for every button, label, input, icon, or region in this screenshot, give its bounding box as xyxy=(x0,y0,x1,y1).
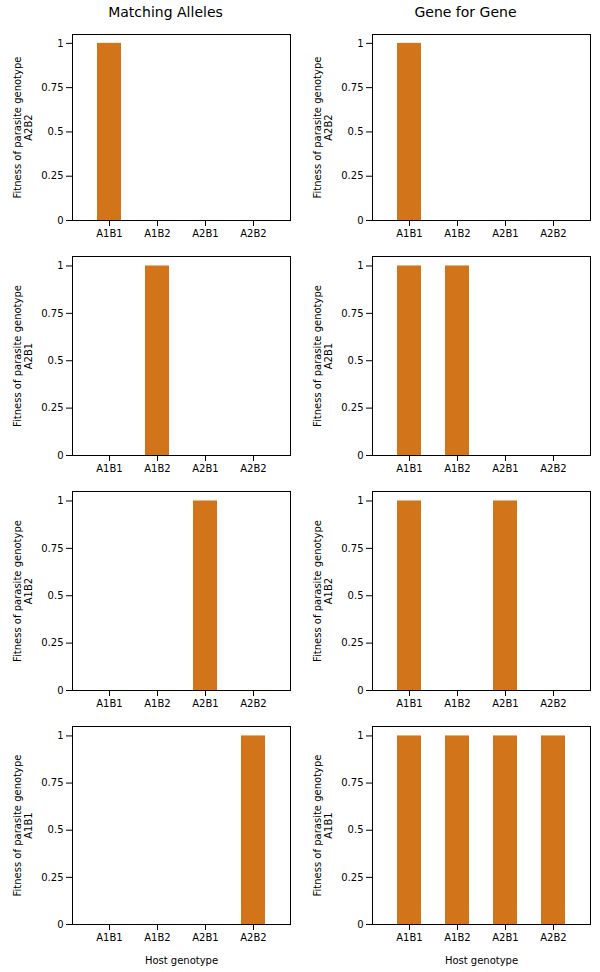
svg-text:0.25: 0.25 xyxy=(341,170,363,181)
svg-text:0: 0 xyxy=(57,215,63,226)
svg-text:Fitness of parasite genotypeA1: Fitness of parasite genotypeA1B1 xyxy=(312,755,334,897)
svg-text:Fitness of parasite genotypeA2: Fitness of parasite genotypeA2B2 xyxy=(312,57,334,199)
svg-text:1: 1 xyxy=(357,495,363,506)
svg-text:A1B1: A1B1 xyxy=(96,228,122,239)
svg-text:A1B2: A1B2 xyxy=(444,698,470,709)
svg-text:A2B1: A2B1 xyxy=(492,228,518,239)
svg-text:0: 0 xyxy=(357,450,363,461)
svg-text:A1B2: A1B2 xyxy=(444,932,470,943)
svg-text:A1B1: A1B1 xyxy=(396,698,422,709)
svg-text:A2B2: A2B2 xyxy=(240,932,266,943)
svg-text:A1B2: A1B2 xyxy=(444,228,470,239)
svg-text:Fitness of parasite genotypeA2: Fitness of parasite genotypeA2B2 xyxy=(12,57,34,199)
html-text:Matching Alleles: Matching Alleles xyxy=(108,4,223,20)
svg-text:Fitness of parasite genotypeA1: Fitness of parasite genotypeA1B2 xyxy=(312,520,334,662)
svg-text:0.75: 0.75 xyxy=(41,543,63,554)
svg-text:A2B1: A2B1 xyxy=(492,463,518,474)
svg-text:A1B1: A1B1 xyxy=(396,463,422,474)
svg-text:A2B2: A2B2 xyxy=(540,698,566,709)
svg-text:A1B2: A1B2 xyxy=(144,932,170,943)
svg-text:0.5: 0.5 xyxy=(348,355,364,366)
svg-text:A1B1: A1B1 xyxy=(96,932,122,943)
svg-text:1: 1 xyxy=(357,38,363,49)
svg-text:0: 0 xyxy=(57,919,63,930)
svg-text:A1B1: A1B1 xyxy=(396,932,422,943)
svg-text:0: 0 xyxy=(57,685,63,696)
svg-text:A2B1: A2B1 xyxy=(192,463,218,474)
svg-text:0.75: 0.75 xyxy=(341,308,363,319)
svg-text:0.75: 0.75 xyxy=(341,777,363,788)
svg-text:0.25: 0.25 xyxy=(341,402,363,413)
svg-text:0.5: 0.5 xyxy=(48,824,64,835)
svg-text:1: 1 xyxy=(57,38,63,49)
svg-text:1: 1 xyxy=(57,730,63,741)
svg-text:0.75: 0.75 xyxy=(341,543,363,554)
svg-text:0.5: 0.5 xyxy=(348,590,364,601)
svg-text:0.75: 0.75 xyxy=(341,82,363,93)
svg-text:A1B2: A1B2 xyxy=(144,228,170,239)
svg-text:0: 0 xyxy=(357,919,363,930)
svg-text:A2B2: A2B2 xyxy=(240,463,266,474)
svg-text:A2B2: A2B2 xyxy=(240,228,266,239)
svg-text:0.5: 0.5 xyxy=(348,824,364,835)
svg-text:0.25: 0.25 xyxy=(41,170,63,181)
svg-text:Fitness of parasite genotypeA1: Fitness of parasite genotypeA1B2 xyxy=(12,520,34,662)
svg-text:A1B1: A1B1 xyxy=(96,463,122,474)
svg-text:A1B1: A1B1 xyxy=(96,698,122,709)
svg-text:0: 0 xyxy=(357,685,363,696)
svg-text:A2B1: A2B1 xyxy=(192,228,218,239)
svg-text:0.75: 0.75 xyxy=(41,308,63,319)
svg-text:0.75: 0.75 xyxy=(41,82,63,93)
svg-text:1: 1 xyxy=(357,260,363,271)
svg-text:A1B1: A1B1 xyxy=(396,228,422,239)
svg-text:1: 1 xyxy=(57,495,63,506)
svg-text:A2B2: A2B2 xyxy=(240,698,266,709)
svg-text:0.25: 0.25 xyxy=(41,402,63,413)
svg-text:Fitness of parasite genotypeA2: Fitness of parasite genotypeA2B1 xyxy=(312,285,334,427)
svg-text:Host genotype: Host genotype xyxy=(145,955,218,966)
svg-text:A2B2: A2B2 xyxy=(540,463,566,474)
svg-text:A2B2: A2B2 xyxy=(540,228,566,239)
svg-text:Fitness of parasite genotypeA2: Fitness of parasite genotypeA2B1 xyxy=(12,285,34,427)
svg-text:Fitness of parasite genotypeA1: Fitness of parasite genotypeA1B1 xyxy=(12,755,34,897)
svg-text:0.25: 0.25 xyxy=(341,872,363,883)
svg-text:0.5: 0.5 xyxy=(48,355,64,366)
svg-text:1: 1 xyxy=(57,260,63,271)
svg-text:A2B1: A2B1 xyxy=(492,932,518,943)
svg-text:A2B2: A2B2 xyxy=(540,932,566,943)
svg-text:0.5: 0.5 xyxy=(348,126,364,137)
svg-text:A2B1: A2B1 xyxy=(192,698,218,709)
svg-text:0.5: 0.5 xyxy=(48,126,64,137)
svg-text:0.75: 0.75 xyxy=(41,777,63,788)
svg-text:A1B2: A1B2 xyxy=(444,463,470,474)
svg-text:A1B2: A1B2 xyxy=(144,698,170,709)
svg-text:0.25: 0.25 xyxy=(341,637,363,648)
svg-text:A2B1: A2B1 xyxy=(192,932,218,943)
svg-text:0.25: 0.25 xyxy=(41,637,63,648)
svg-text:0.5: 0.5 xyxy=(48,590,64,601)
svg-text:0.25: 0.25 xyxy=(41,872,63,883)
svg-text:1: 1 xyxy=(357,730,363,741)
html-text:Gene for Gene: Gene for Gene xyxy=(414,4,517,20)
svg-text:A2B1: A2B1 xyxy=(492,698,518,709)
svg-text:0: 0 xyxy=(357,215,363,226)
svg-text:0: 0 xyxy=(57,450,63,461)
svg-text:A1B2: A1B2 xyxy=(144,463,170,474)
svg-text:Host genotype: Host genotype xyxy=(445,955,518,966)
